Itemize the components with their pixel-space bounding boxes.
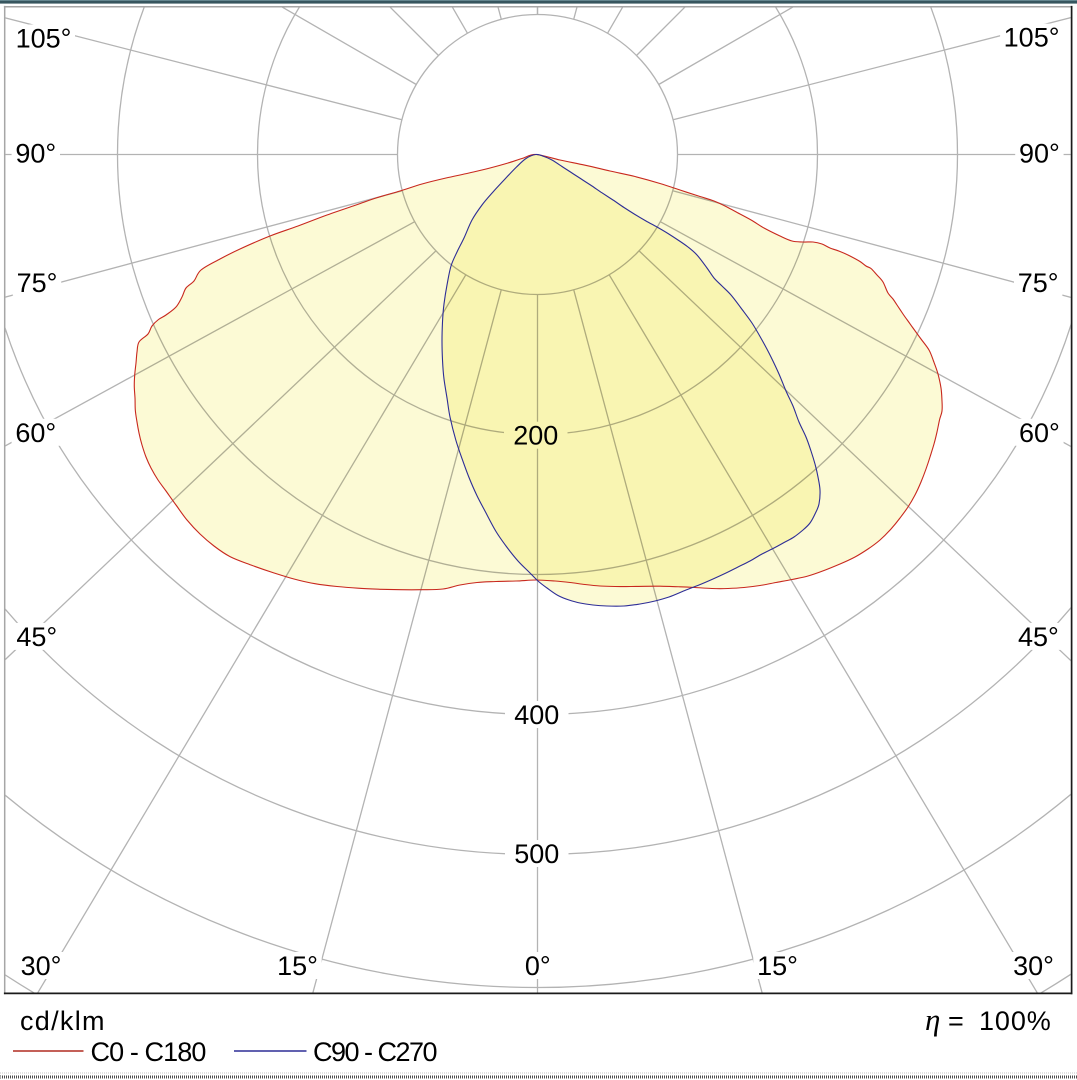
svg-text:15°: 15° xyxy=(277,951,318,981)
svg-text:cd/klm: cd/klm xyxy=(20,1006,106,1036)
svg-text:500: 500 xyxy=(514,839,559,869)
svg-text:400: 400 xyxy=(514,700,559,730)
svg-text:75°: 75° xyxy=(1018,268,1059,298)
svg-text:30°: 30° xyxy=(1013,951,1054,981)
svg-text:90°: 90° xyxy=(15,138,56,168)
svg-text:60°: 60° xyxy=(15,418,56,448)
svg-text:η=100%: η = 100% xyxy=(925,1002,1052,1037)
svg-text:90°: 90° xyxy=(1019,138,1060,168)
svg-text:30°: 30° xyxy=(21,951,62,981)
svg-text:C0 - C180: C0 - C180 xyxy=(91,1037,206,1067)
svg-text:75°: 75° xyxy=(17,268,58,298)
svg-text:C90 - C270: C90 - C270 xyxy=(313,1037,437,1067)
svg-text:105°: 105° xyxy=(1004,23,1060,53)
svg-text:60°: 60° xyxy=(1019,418,1060,448)
svg-text:105°: 105° xyxy=(16,24,72,54)
svg-text:45°: 45° xyxy=(16,622,57,652)
svg-text:15°: 15° xyxy=(757,951,798,981)
svg-text:0°: 0° xyxy=(525,951,551,981)
svg-text:45°: 45° xyxy=(1018,622,1059,652)
